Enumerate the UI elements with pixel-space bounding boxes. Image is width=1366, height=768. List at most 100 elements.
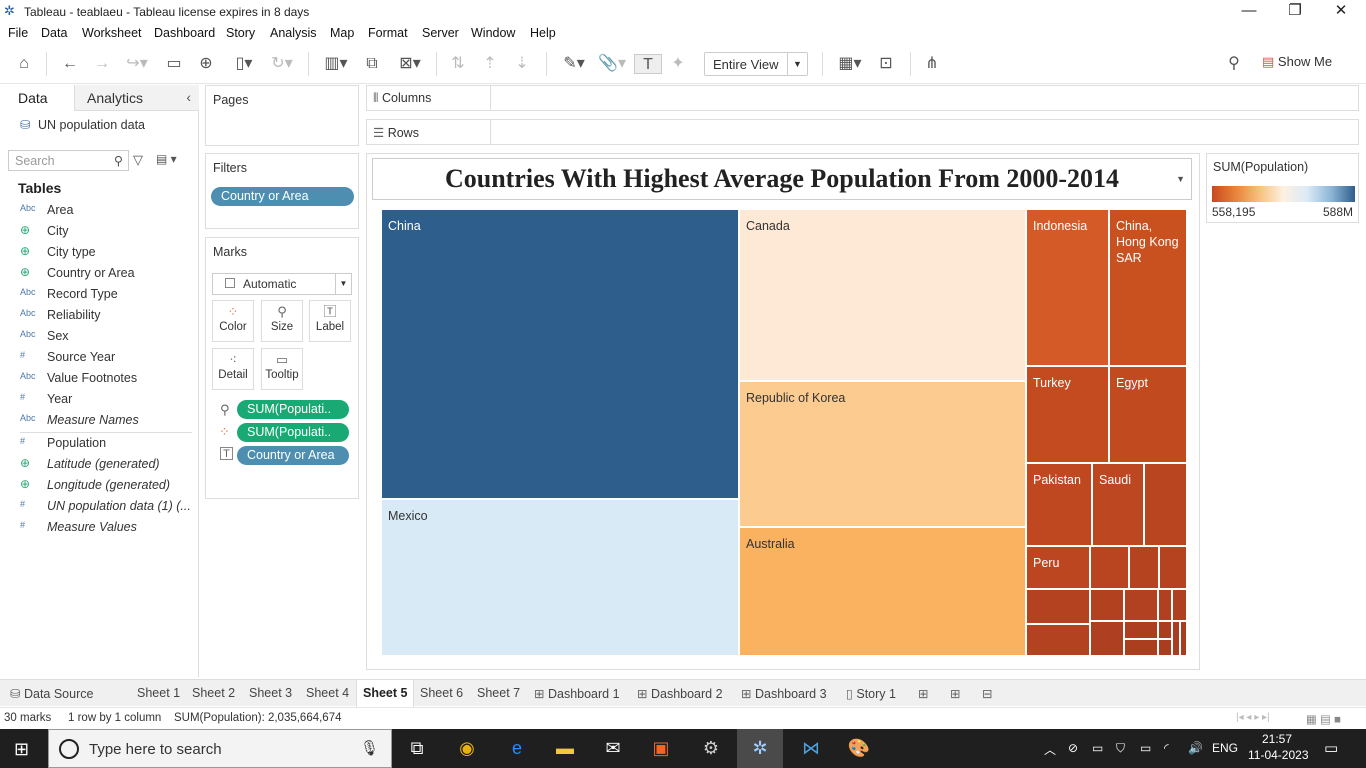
treemap-cell[interactable]: Peru: [1026, 546, 1090, 589]
group-icon[interactable]: 📎▾: [598, 55, 626, 72]
treemap-cell[interactable]: Turkey: [1026, 366, 1109, 463]
menu-help[interactable]: Help: [530, 26, 556, 40]
field-item[interactable]: # Year: [0, 389, 199, 410]
mail-icon[interactable]: ✉: [605, 738, 621, 758]
tab-sheet-2[interactable]: Sheet 2: [192, 686, 236, 700]
clear-sheet-icon[interactable]: ⊠▾: [399, 55, 421, 72]
show-labels-icon[interactable]: T: [634, 54, 662, 74]
close-button[interactable]: ✕: [1334, 2, 1348, 19]
datasource-item[interactable]: ⛁ UN population data: [20, 117, 145, 132]
field-item[interactable]: ⊕ Country or Area: [0, 263, 199, 284]
legend-gradient[interactable]: [1212, 186, 1355, 202]
new-worksheet-tab-icon[interactable]: ⊞: [918, 687, 929, 701]
color-button[interactable]: ⁘ Color: [212, 300, 254, 342]
label-pill[interactable]: Country or Area: [237, 446, 349, 465]
new-dashboard-tab-icon[interactable]: ⊞: [950, 687, 961, 701]
treemap-cell[interactable]: Indonesia: [1026, 209, 1109, 366]
taskbar-search[interactable]: Type here to search 🎙: [48, 729, 392, 768]
file-explorer-icon[interactable]: ▬: [556, 738, 574, 758]
paint-icon[interactable]: 🎨: [847, 738, 871, 758]
task-view-icon[interactable]: ⧉: [410, 738, 424, 758]
field-item[interactable]: ⊕ Latitude (generated): [0, 454, 199, 475]
treemap-cell[interactable]: [1124, 589, 1158, 621]
tab-sheet-5[interactable]: Sheet 5: [356, 680, 415, 707]
new-story-tab-icon[interactable]: ⊟: [982, 687, 993, 701]
treemap-cell[interactable]: Australia: [739, 527, 1026, 656]
replay-icon[interactable]: ↪▾: [126, 55, 148, 72]
tray-battery-icon[interactable]: ▭: [1140, 741, 1152, 755]
treemap-cell[interactable]: Republic of Korea: [739, 381, 1026, 527]
field-item[interactable]: # Population: [0, 433, 199, 454]
treemap-cell[interactable]: [1158, 621, 1172, 639]
treemap-cell[interactable]: [1159, 546, 1187, 589]
label-button[interactable]: 🅃 Label: [309, 300, 351, 342]
treemap-cell[interactable]: [1124, 639, 1158, 656]
tab-dashboard-1[interactable]: ⊞ Dashboard 1: [534, 687, 620, 701]
field-item[interactable]: # Measure Values: [0, 517, 199, 538]
field-item[interactable]: Abc Reliability: [0, 305, 199, 326]
home-icon[interactable]: ⌂: [19, 55, 29, 72]
treemap-cell[interactable]: [1144, 463, 1187, 546]
columns-shelf[interactable]: ⦀ Columns: [366, 85, 1359, 111]
treemap-cell[interactable]: Canada: [739, 209, 1026, 381]
tab-sheet-4[interactable]: Sheet 4: [306, 686, 350, 700]
field-item[interactable]: Abc Sex: [0, 326, 199, 347]
menu-dashboard[interactable]: Dashboard: [154, 26, 216, 40]
rows-shelf[interactable]: ☰ Rows: [366, 119, 1359, 145]
microphone-icon[interactable]: 🎙: [359, 740, 379, 757]
tray-chevron-icon[interactable]: ︿: [1044, 743, 1057, 757]
treemap-cell[interactable]: Saudi: [1092, 463, 1144, 546]
restore-button[interactable]: ❐: [1288, 2, 1302, 19]
tab-dashboard-2[interactable]: ⊞ Dashboard 2: [637, 687, 723, 701]
highlight-icon[interactable]: ✎▾: [563, 55, 585, 72]
presentation-icon[interactable]: ⊡: [879, 55, 893, 72]
tray-time[interactable]: 21:57: [1262, 732, 1293, 746]
tab-analytics[interactable]: Analytics ‹: [74, 85, 199, 111]
tab-sheet-6[interactable]: Sheet 6: [420, 686, 464, 700]
new-datasource-icon[interactable]: ⊕: [199, 55, 213, 72]
filter-icon[interactable]: ▽: [133, 152, 143, 167]
windows-start-icon[interactable]: ⊞: [14, 739, 30, 759]
menu-map[interactable]: Map: [330, 26, 355, 40]
fit-select[interactable]: Entire View ▼: [704, 52, 808, 76]
field-item[interactable]: Abc Value Footnotes: [0, 368, 199, 389]
collapse-icon[interactable]: ‹: [186, 89, 191, 105]
treemap-cell[interactable]: [1124, 621, 1158, 639]
tab-data[interactable]: Data: [18, 90, 48, 106]
tray-security-icon[interactable]: ⛉: [1116, 741, 1126, 755]
search-input[interactable]: Search ⚲: [8, 150, 129, 171]
share-icon[interactable]: ⋔: [925, 55, 939, 72]
chrome-icon[interactable]: ◉: [459, 738, 475, 758]
field-item[interactable]: Abc Measure Names: [0, 410, 199, 431]
nav-arrows-icon[interactable]: |◂ ◂ ▸ ▸|: [1236, 712, 1270, 723]
field-item[interactable]: ⊕ City type: [0, 242, 199, 263]
field-item[interactable]: ⊕ Longitude (generated): [0, 475, 199, 496]
tab-story-1[interactable]: ▯ Story 1: [846, 687, 896, 701]
tray-wifi-icon[interactable]: ◜: [1164, 741, 1169, 755]
mark-type-select[interactable]: Automatic ▼: [212, 273, 352, 295]
refresh-icon[interactable]: ↻▾: [271, 55, 293, 72]
treemap-cell[interactable]: [1090, 546, 1129, 589]
tableau-prep-icon[interactable]: ⋈: [802, 738, 820, 758]
tray-volume-icon[interactable]: 🔊: [1188, 741, 1203, 755]
new-worksheet-icon[interactable]: ▥▾: [324, 55, 348, 72]
menu-analysis[interactable]: Analysis: [270, 26, 317, 40]
store-icon[interactable]: ▣: [652, 738, 670, 758]
sort-descending-icon[interactable]: ⇣: [515, 55, 529, 72]
duplicate-icon[interactable]: ⧉: [366, 55, 378, 72]
filter-pill-country[interactable]: Country or Area: [211, 187, 354, 206]
field-item[interactable]: # UN population data (1) (...: [0, 496, 199, 517]
treemap-cell[interactable]: [1158, 589, 1172, 621]
tab-dashboard-3[interactable]: ⊞ Dashboard 3: [741, 687, 827, 701]
tray-network-off-icon[interactable]: ⊘: [1068, 741, 1079, 755]
menu-format[interactable]: Format: [368, 26, 408, 40]
save-icon[interactable]: ▭: [166, 55, 182, 72]
tray-language[interactable]: ENG: [1212, 741, 1239, 755]
menu-server[interactable]: Server: [422, 26, 459, 40]
detail-button[interactable]: ⁖ Detail: [212, 348, 254, 390]
show-cards-icon[interactable]: ▦▾: [838, 55, 862, 72]
field-item[interactable]: ⊕ City: [0, 221, 199, 242]
size-button[interactable]: ⚲ Size: [261, 300, 303, 342]
sort-ascending-icon[interactable]: ⇡: [483, 55, 497, 72]
treemap-cell[interactable]: China, Hong Kong SAR: [1109, 209, 1187, 366]
